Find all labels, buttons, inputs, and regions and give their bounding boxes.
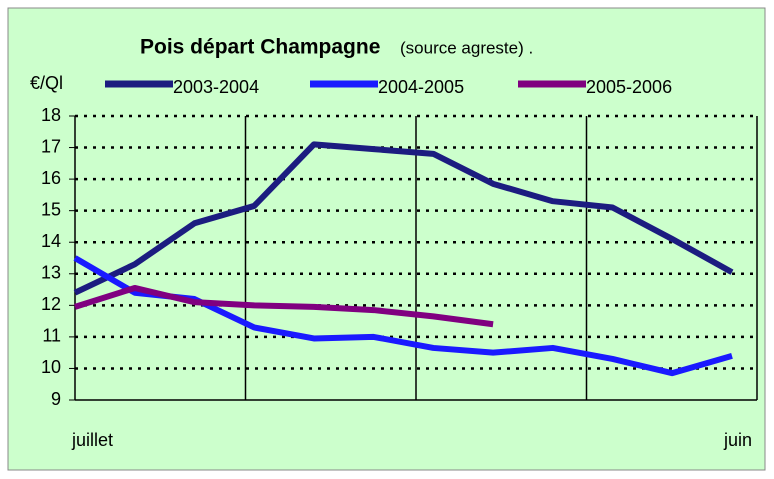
y-tick-label: 14 [41, 231, 61, 251]
x-tick-label: juillet [71, 430, 113, 450]
legend-label: 2005-2006 [586, 77, 672, 97]
y-axis-label: €/Ql [30, 73, 63, 93]
series-line [74, 284, 494, 328]
legend-label: 2003-2004 [173, 77, 259, 97]
y-tick-label: 12 [41, 294, 61, 314]
chart-subtitle: (source agreste) . [400, 38, 533, 57]
y-tick-label: 18 [41, 105, 61, 125]
y-tick-label: 15 [41, 199, 61, 219]
x-tick-label: juin [723, 430, 752, 450]
chart-title: Pois départ Champagne [140, 36, 380, 59]
y-tick-label: 10 [41, 357, 61, 377]
y-tick-label: 13 [41, 263, 61, 283]
y-tick-label: 11 [42, 326, 61, 346]
y-tick-label: 17 [41, 136, 61, 156]
series-line [73, 141, 734, 296]
y-tick-label: 9 [51, 389, 61, 409]
y-tick-label: 16 [41, 168, 61, 188]
legend-label: 2004-2005 [378, 77, 464, 97]
